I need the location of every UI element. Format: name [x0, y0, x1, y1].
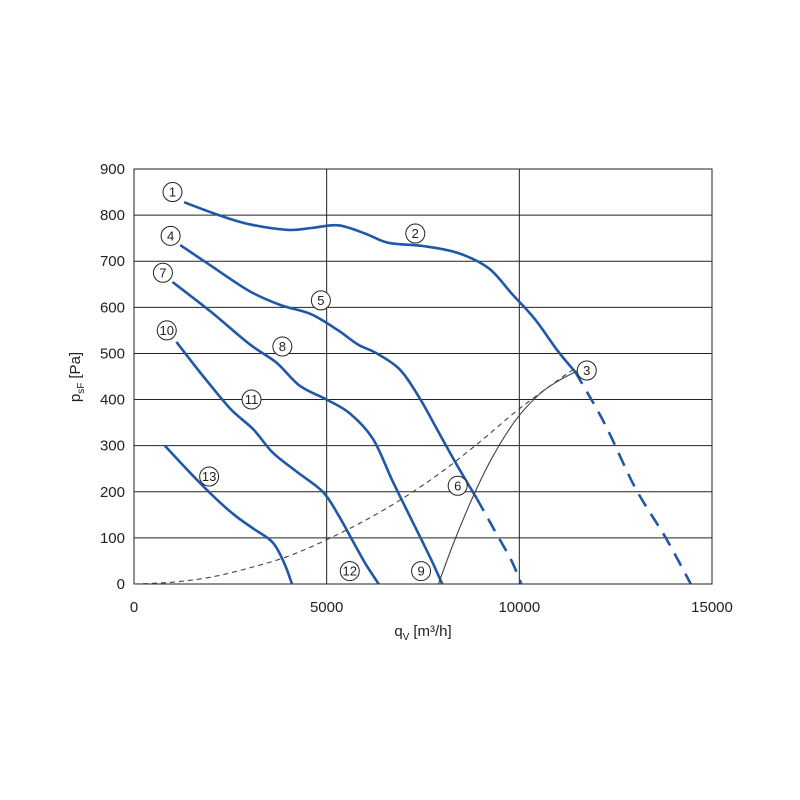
curve-marker-7: 7 — [152, 262, 173, 283]
marker-circle — [160, 225, 181, 246]
curve-marker-3: 3 — [576, 360, 597, 381]
y-tick-label: 900 — [100, 161, 125, 178]
system-curve-parabola — [133, 369, 574, 585]
x-tick-label: 5000 — [310, 599, 343, 616]
marker-circle — [310, 290, 331, 311]
curve-marker-6: 6 — [447, 475, 468, 496]
y-tick-label: 300 — [100, 438, 125, 455]
marker-circle — [339, 561, 360, 582]
curve-marker-2: 2 — [405, 223, 426, 244]
curve-marker-12: 12 — [339, 561, 360, 582]
x-axis-subscript: V — [403, 632, 410, 643]
fan-curve-4-5 — [179, 244, 479, 500]
marker-circle — [272, 336, 293, 357]
fan-curve-13 — [163, 444, 294, 585]
y-tick-label: 600 — [100, 299, 125, 316]
marker-label: 11 — [245, 392, 259, 407]
x-axis-symbol: q — [394, 623, 402, 640]
marker-circle — [156, 320, 177, 341]
marker-label: 9 — [417, 564, 424, 579]
y-tick-label: 0 — [117, 576, 125, 593]
y-tick-label: 500 — [100, 345, 125, 362]
marker-label: 10 — [160, 323, 174, 338]
x-axis-unit: [m³/h] — [413, 623, 451, 640]
y-tick-label: 400 — [100, 392, 125, 409]
y-axis-label: psF [Pa] — [67, 352, 87, 402]
marker-circle — [152, 262, 173, 283]
marker-label: 2 — [412, 226, 419, 241]
x-tick-label: 15000 — [691, 599, 733, 616]
curve-marker-5: 5 — [310, 290, 331, 311]
fan-curve-4-ext — [475, 498, 523, 585]
marker-circle — [162, 182, 183, 203]
marker-label: 8 — [279, 339, 286, 354]
curve-marker-13: 13 — [199, 466, 220, 487]
fan-curve-1-2 — [183, 200, 577, 373]
y-tick-label: 100 — [100, 530, 125, 547]
marker-circle — [199, 466, 220, 487]
marker-circle — [241, 389, 262, 410]
curve-marker-8: 8 — [272, 336, 293, 357]
marker-label: 4 — [167, 228, 174, 243]
curve-marker-10: 10 — [156, 320, 177, 341]
marker-circle — [447, 475, 468, 496]
curve-marker-11: 11 — [241, 389, 262, 410]
marker-label: 12 — [343, 564, 357, 579]
y-tick-labels: 0 100 200 300 400 500 600 700 800 900 — [100, 161, 125, 593]
x-tick-label: 0 — [130, 599, 138, 616]
marker-label: 13 — [202, 469, 216, 484]
y-tick-label: 200 — [100, 484, 125, 501]
fan-curve-10-11 — [175, 341, 380, 585]
series-layer — [133, 200, 692, 585]
y-axis-unit: [Pa] — [67, 352, 84, 379]
x-tick-labels: 0 5000 10000 15000 — [130, 599, 733, 616]
system-curve-efficiency — [437, 370, 578, 585]
marker-circle — [411, 561, 432, 582]
marker-label: 7 — [159, 265, 166, 280]
y-tick-label: 800 — [100, 207, 125, 224]
marker-label: 5 — [317, 293, 324, 308]
x-axis-label: qV [m³/h] — [394, 623, 451, 643]
marker-circle — [576, 360, 597, 381]
curve-marker-1: 1 — [162, 182, 183, 203]
marker-circle — [405, 223, 426, 244]
grid-lines — [134, 169, 712, 584]
fan-curve-7-8 — [171, 280, 444, 585]
marker-label: 1 — [169, 185, 176, 200]
marker-label: 3 — [583, 363, 590, 378]
curve-marker-4: 4 — [160, 225, 181, 246]
y-axis-subscript: sF — [76, 383, 87, 394]
curve-marker-9: 9 — [411, 561, 432, 582]
x-tick-label: 10000 — [498, 599, 540, 616]
y-axis-symbol: p — [67, 394, 84, 402]
marker-label: 6 — [454, 478, 461, 493]
y-tick-label: 700 — [100, 253, 125, 270]
